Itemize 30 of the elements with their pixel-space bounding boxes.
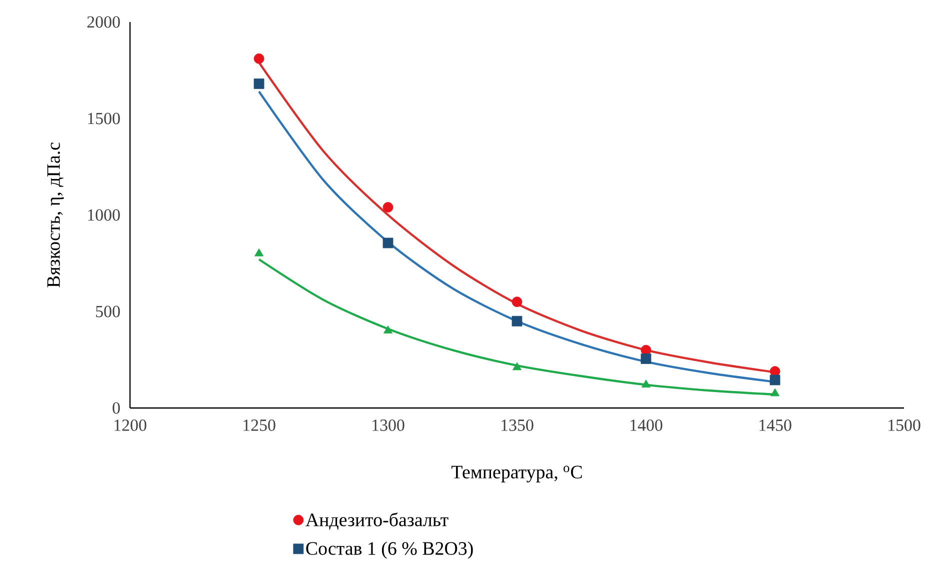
y-axis-title: Вязкость, η, дПа.с [47,142,64,288]
y-tick-label: 1000 [88,209,120,221]
point [512,362,522,370]
x-tick-label: 1500 [888,420,920,431]
point [383,326,393,334]
point [770,374,780,386]
point [254,53,264,64]
point [512,296,522,308]
point [640,354,652,364]
y-tick-label: 2000 [87,16,120,28]
y-tick-label: 0 [112,402,120,414]
y-tick-label: 1500 [88,112,120,124]
x-tick-label: 1200 [114,420,146,431]
point [512,316,522,326]
point [640,344,652,356]
point [641,380,651,388]
x-tick-label: 1400 [630,420,662,431]
x-tick-label: 1250 [244,420,276,431]
y-tick-label: 500 [96,306,120,318]
x-tick-label: 1350 [502,420,534,431]
x-axis-title: Температура, $^{o}$C [452,466,582,482]
point [382,202,394,212]
x-tick-label: 1300 [372,420,404,431]
point [254,248,264,256]
point [382,238,394,248]
legend-label: Состав 1 (6 % B2O3) [306,542,473,559]
legend-label: Андезито-базальт [306,512,448,530]
x-tick-label: 1450 [760,420,792,431]
point [770,388,780,396]
point [254,78,264,89]
